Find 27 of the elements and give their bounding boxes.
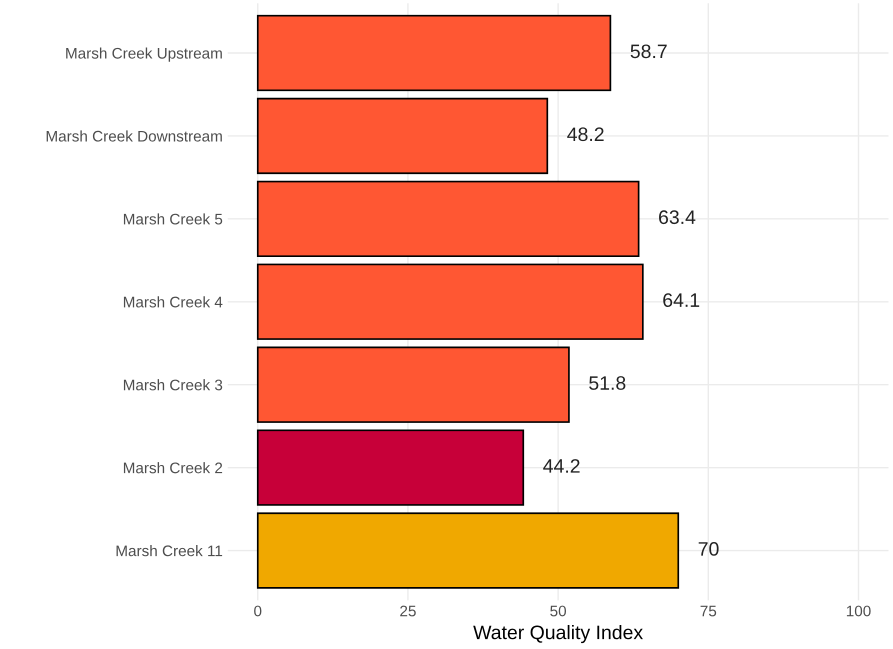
x-axis-title: Water Quality Index (473, 624, 643, 644)
y-tick-label: Marsh Creek 3 (124, 379, 222, 390)
y-tick-label: Marsh Creek 11 (116, 545, 222, 556)
bar (256, 512, 680, 589)
x-tick-label: 0 (254, 606, 262, 616)
data-label: 58.7 (630, 44, 667, 58)
bar (256, 180, 640, 258)
y-tick-label: Marsh Creek Upstream (66, 47, 222, 62)
data-label: 70 (698, 542, 719, 556)
data-label: 48.2 (567, 127, 604, 142)
bar (256, 346, 570, 423)
y-tick-label: Marsh Creek Downstream (46, 130, 222, 142)
y-tick-label: Marsh Creek 5 (124, 213, 222, 225)
data-label: 64.1 (663, 293, 700, 308)
x-tick-label: 100 (846, 606, 871, 616)
x-tick-label: 25 (400, 606, 416, 616)
y-tick-label: Marsh Creek 4 (124, 296, 222, 308)
bar (256, 264, 644, 340)
data-label: 63.4 (659, 210, 696, 224)
bar (256, 98, 548, 174)
bar (256, 14, 612, 92)
y-tick-label: Marsh Creek 2 (124, 462, 222, 474)
x-tick-label: 75 (700, 606, 716, 616)
x-tick-label: 50 (550, 606, 566, 616)
bar (256, 429, 524, 506)
data-label: 44.2 (543, 459, 580, 473)
data-label: 51.8 (589, 376, 626, 390)
